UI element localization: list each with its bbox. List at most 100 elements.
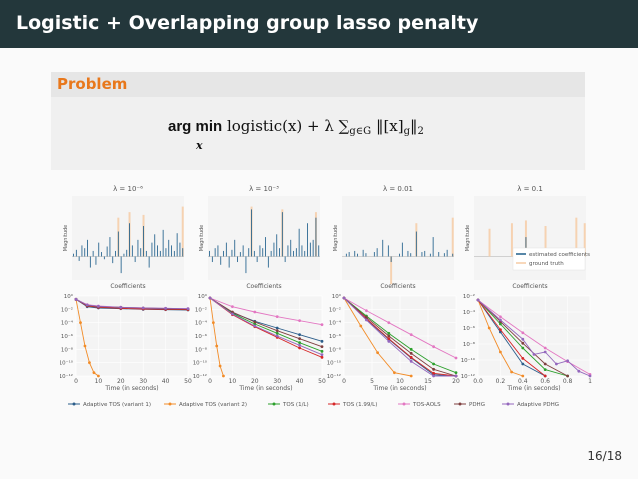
series-line (477, 299, 546, 377)
estimated-bar (168, 239, 170, 257)
estimated-bar (424, 250, 426, 257)
norm-close: ‖ (410, 117, 418, 135)
estimated-bar (231, 249, 233, 257)
series-point (164, 306, 167, 310)
series-point (432, 367, 435, 371)
y-tick-label: 10⁻⁶ (463, 325, 476, 332)
estimated-bar (298, 228, 300, 257)
y-tick-label: 10⁻⁶ (61, 333, 74, 340)
series-point (298, 319, 301, 323)
estimated-bar (357, 253, 358, 257)
estimated-bar (234, 239, 236, 257)
estimated-bar (109, 237, 111, 257)
legend-marker (402, 402, 406, 406)
series-point (83, 344, 87, 348)
x-tick-label: 40 (162, 378, 170, 385)
estimated-bar (290, 239, 292, 257)
estimated-bar (245, 256, 247, 274)
series-point (92, 371, 96, 375)
series-point (275, 331, 279, 335)
x-tick-label: 0.8 (563, 378, 573, 385)
series-point (253, 320, 257, 324)
argmin-operator: arg min (168, 118, 223, 135)
coef-plot-bg (72, 196, 184, 280)
series-line (477, 299, 546, 377)
y-tick-label: 10⁻¹² (60, 373, 73, 380)
series-point (97, 304, 100, 308)
series-point (510, 370, 513, 374)
series-point (365, 318, 368, 322)
y-tick-label: 10⁻⁴ (463, 309, 476, 316)
x-tick-label: 0.4 (518, 378, 528, 385)
estimated-bar (143, 225, 144, 257)
estimated-bar (165, 248, 167, 257)
estimated-bar (81, 245, 83, 257)
series-point (499, 322, 502, 326)
estimated-bar (421, 252, 423, 257)
x-tick-label: 0 (74, 378, 78, 385)
estimated-bar (123, 253, 125, 257)
x-tick-label: 40 (296, 378, 304, 385)
estimated-bar (223, 250, 224, 257)
estimated-bar (176, 233, 178, 257)
estimated-bar (151, 242, 153, 257)
series-point (566, 374, 569, 378)
series-point (365, 315, 368, 319)
estimated-bar (276, 234, 278, 257)
estimated-bar (179, 242, 181, 257)
x-tick-label: 0.2 (496, 378, 506, 385)
estimated-bar (348, 252, 350, 257)
estimated-bar (131, 245, 133, 257)
x-axis-label: Time (in seconds) (506, 385, 560, 392)
estimated-bar (159, 250, 161, 257)
series-line (209, 297, 323, 356)
estimated-bar (315, 217, 317, 257)
estimated-bar (301, 245, 303, 257)
coef-plot-title: λ = 10⁻³ (249, 185, 279, 193)
estimated-bar (126, 249, 128, 257)
x-tick-label: 20 (117, 378, 125, 385)
estimated-bar (309, 242, 311, 257)
y-tick-label: 10⁻⁴ (61, 320, 74, 327)
x-tick-label: 5 (370, 378, 374, 385)
x-tick-label: 10 (229, 378, 237, 385)
norm-open: ‖[x] (375, 117, 404, 135)
series-point (320, 355, 324, 359)
series-point (74, 297, 78, 301)
legend-label: TOS-AOLS (412, 402, 441, 408)
x-tick-label: 10 (396, 378, 404, 385)
estimated-bar (173, 250, 175, 257)
coef-legend-label: estimated coefficients (529, 252, 590, 258)
x-tick-label: 30 (273, 378, 281, 385)
y-tick-label: 10⁻¹² (193, 373, 207, 380)
truth-bar (583, 223, 586, 257)
coef-plot-bg (342, 196, 454, 280)
legend-label: Adaptive TOS (variant 2) (179, 402, 247, 408)
series-point (85, 303, 89, 307)
estimated-bar (452, 253, 454, 257)
series-point (253, 310, 257, 314)
legend-marker (332, 402, 336, 406)
x-tick-label: 15 (424, 378, 432, 385)
estimated-bar (365, 253, 367, 257)
estimated-bar (525, 237, 527, 257)
estimated-bar (84, 248, 86, 257)
estimated-bar (75, 249, 77, 257)
series-point (499, 350, 502, 354)
estimated-bar (304, 250, 306, 257)
series-point (231, 305, 234, 309)
x-tick-label: 20 (452, 378, 460, 385)
series-point (208, 296, 212, 300)
estimated-bar (220, 256, 222, 265)
series-point (499, 315, 502, 319)
estimated-bar (145, 250, 147, 257)
estimated-bar (387, 245, 389, 257)
legend-marker (168, 402, 172, 406)
estimated-bar (443, 253, 445, 257)
coef-xlabel: Coefficients (380, 283, 415, 290)
series-point (387, 334, 391, 338)
coef-plot-title: λ = 0.1 (517, 185, 543, 193)
estimated-bar (95, 256, 97, 265)
estimated-bar (382, 239, 384, 257)
estimated-bar (248, 248, 250, 257)
